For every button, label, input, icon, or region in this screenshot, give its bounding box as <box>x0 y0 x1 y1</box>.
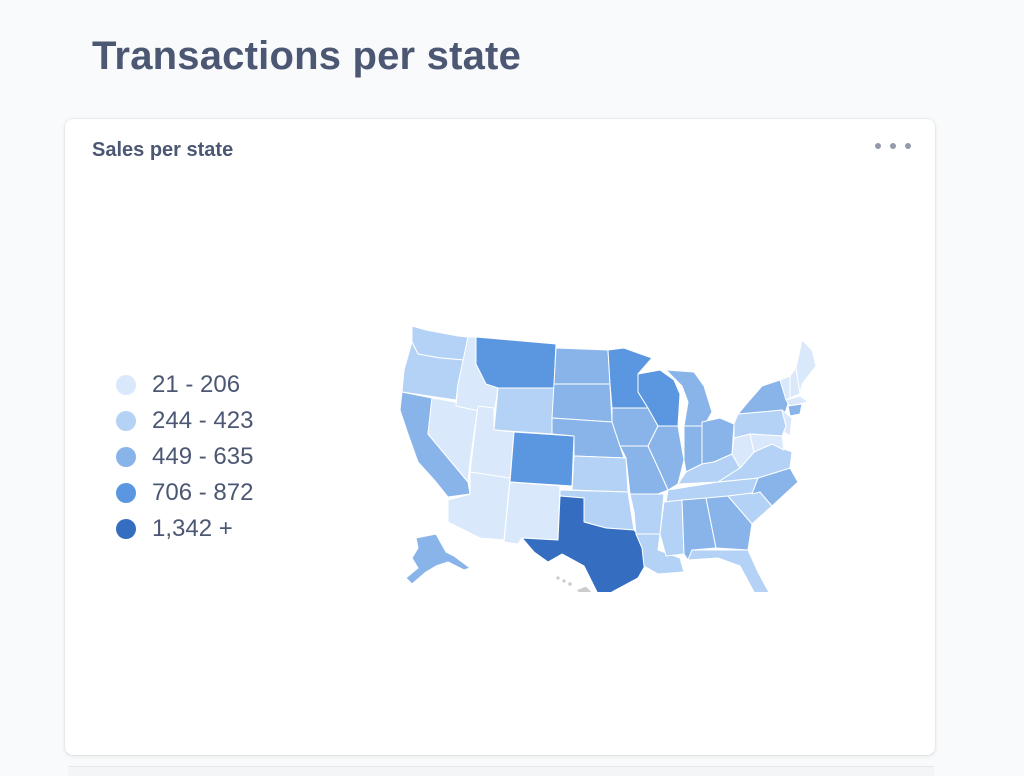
state-sd[interactable] <box>551 383 613 423</box>
legend-swatch <box>116 375 136 395</box>
legend-label: 21 - 206 <box>152 371 241 398</box>
legend-label: 244 - 423 <box>152 407 254 434</box>
state-ms[interactable] <box>659 499 685 557</box>
state-nd[interactable] <box>553 347 611 385</box>
legend-item: 244 - 423 <box>116 403 253 439</box>
state-pa[interactable] <box>733 409 787 439</box>
legend-item: 21 - 206 <box>116 367 253 403</box>
dashboard-card: Sales per state 21 - 206 244 - 423 449 -… <box>65 119 935 755</box>
state-tx[interactable] <box>521 495 647 592</box>
state-ny[interactable] <box>737 379 789 417</box>
state-ks[interactable] <box>571 455 629 493</box>
legend-label: 449 - 635 <box>152 443 254 470</box>
state-hi[interactable] <box>575 585 593 592</box>
state-ct-ri[interactable] <box>787 403 803 417</box>
state-ar[interactable] <box>629 493 665 535</box>
state-fl[interactable] <box>687 549 772 592</box>
legend-item: 706 - 872 <box>116 475 253 511</box>
state-wy[interactable] <box>493 387 555 435</box>
legend-swatch <box>116 447 136 467</box>
legend-label: 1,342 + <box>152 515 233 542</box>
state-ak[interactable] <box>405 533 471 585</box>
next-card-edge <box>68 766 934 776</box>
state-ga[interactable] <box>705 495 753 551</box>
state-ma[interactable] <box>785 395 809 407</box>
state-nj[interactable] <box>781 409 793 437</box>
state-la[interactable] <box>635 533 685 575</box>
legend-item: 1,342 + <box>116 511 253 547</box>
page-title: Transactions per state <box>92 34 522 78</box>
state-il[interactable] <box>647 425 685 491</box>
state-nm[interactable] <box>503 481 561 545</box>
legend-swatch <box>116 519 136 539</box>
state-hi-island <box>568 582 572 586</box>
us-choropleth-map[interactable] <box>398 322 816 592</box>
map-legend: 21 - 206 244 - 423 449 - 635 706 - 872 1… <box>116 367 253 547</box>
ellipsis-icon[interactable] <box>875 137 911 155</box>
legend-swatch <box>116 411 136 431</box>
legend-label: 706 - 872 <box>152 479 254 506</box>
card-title[interactable]: Sales per state <box>92 139 234 161</box>
state-me[interactable] <box>795 339 816 395</box>
state-md[interactable] <box>749 433 785 453</box>
legend-item: 449 - 635 <box>116 439 253 475</box>
state-co[interactable] <box>509 431 575 487</box>
state-mt[interactable] <box>475 336 557 389</box>
legend-swatch <box>116 483 136 503</box>
state-hi-island <box>562 579 566 583</box>
state-hi-island <box>556 576 560 580</box>
